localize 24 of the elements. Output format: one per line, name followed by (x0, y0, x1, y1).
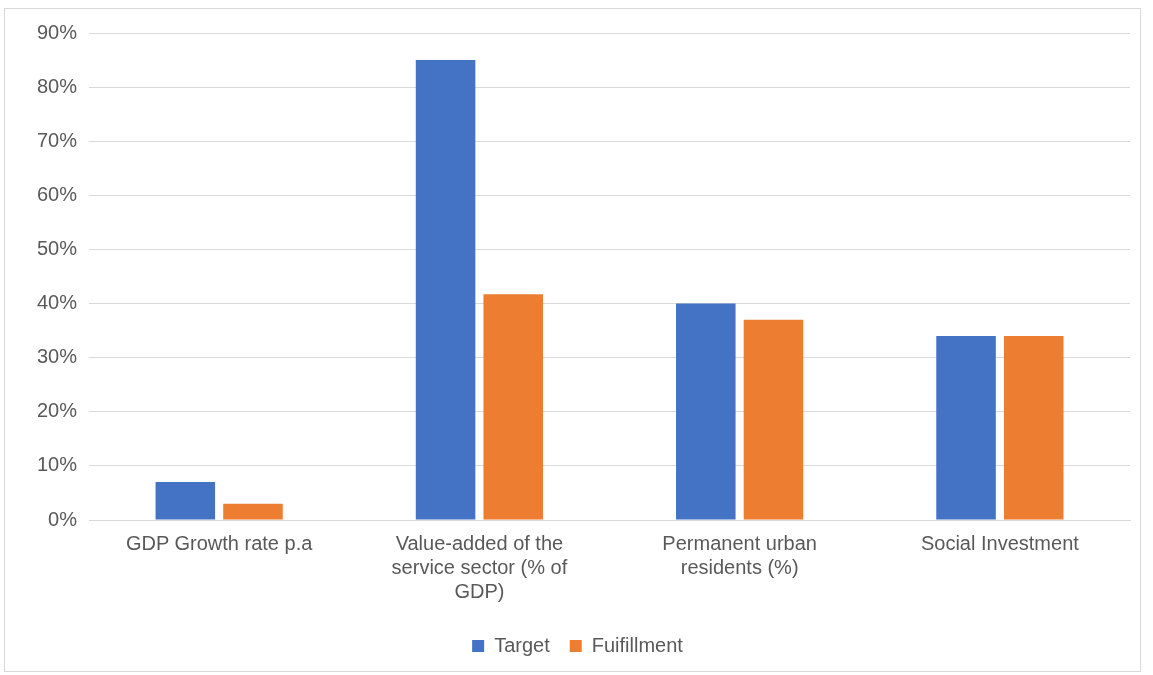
legend-label: Target (494, 633, 551, 656)
bar (155, 482, 216, 520)
y-tick-label: 60% (37, 182, 78, 205)
bar (676, 303, 736, 520)
y-tick-label: 20% (37, 399, 78, 422)
x-tick-label: GDP Growth rate p.a (125, 531, 314, 554)
bar (936, 336, 996, 520)
y-tick-label: 10% (37, 453, 78, 476)
y-tick-label: 0% (48, 507, 78, 530)
x-tick-label: Value-added of the service sector (% of GDP) (391, 531, 568, 602)
y-tick-label: 90% (37, 20, 78, 43)
x-tick-label: Social Investment (920, 531, 1080, 554)
y-tick-label: 80% (37, 74, 78, 97)
bar (743, 319, 804, 520)
bar (223, 503, 283, 520)
bar (1003, 336, 1064, 520)
legend-label: Fuifillment (591, 633, 684, 656)
x-tick-label: Permanent urban residents (%) (662, 531, 817, 578)
y-tick-label: 30% (37, 345, 78, 368)
y-tick-label: 50% (37, 236, 78, 259)
y-tick-label: 40% (37, 291, 78, 314)
bar (415, 60, 476, 520)
bar (483, 294, 543, 520)
y-tick-label: 70% (37, 128, 78, 151)
